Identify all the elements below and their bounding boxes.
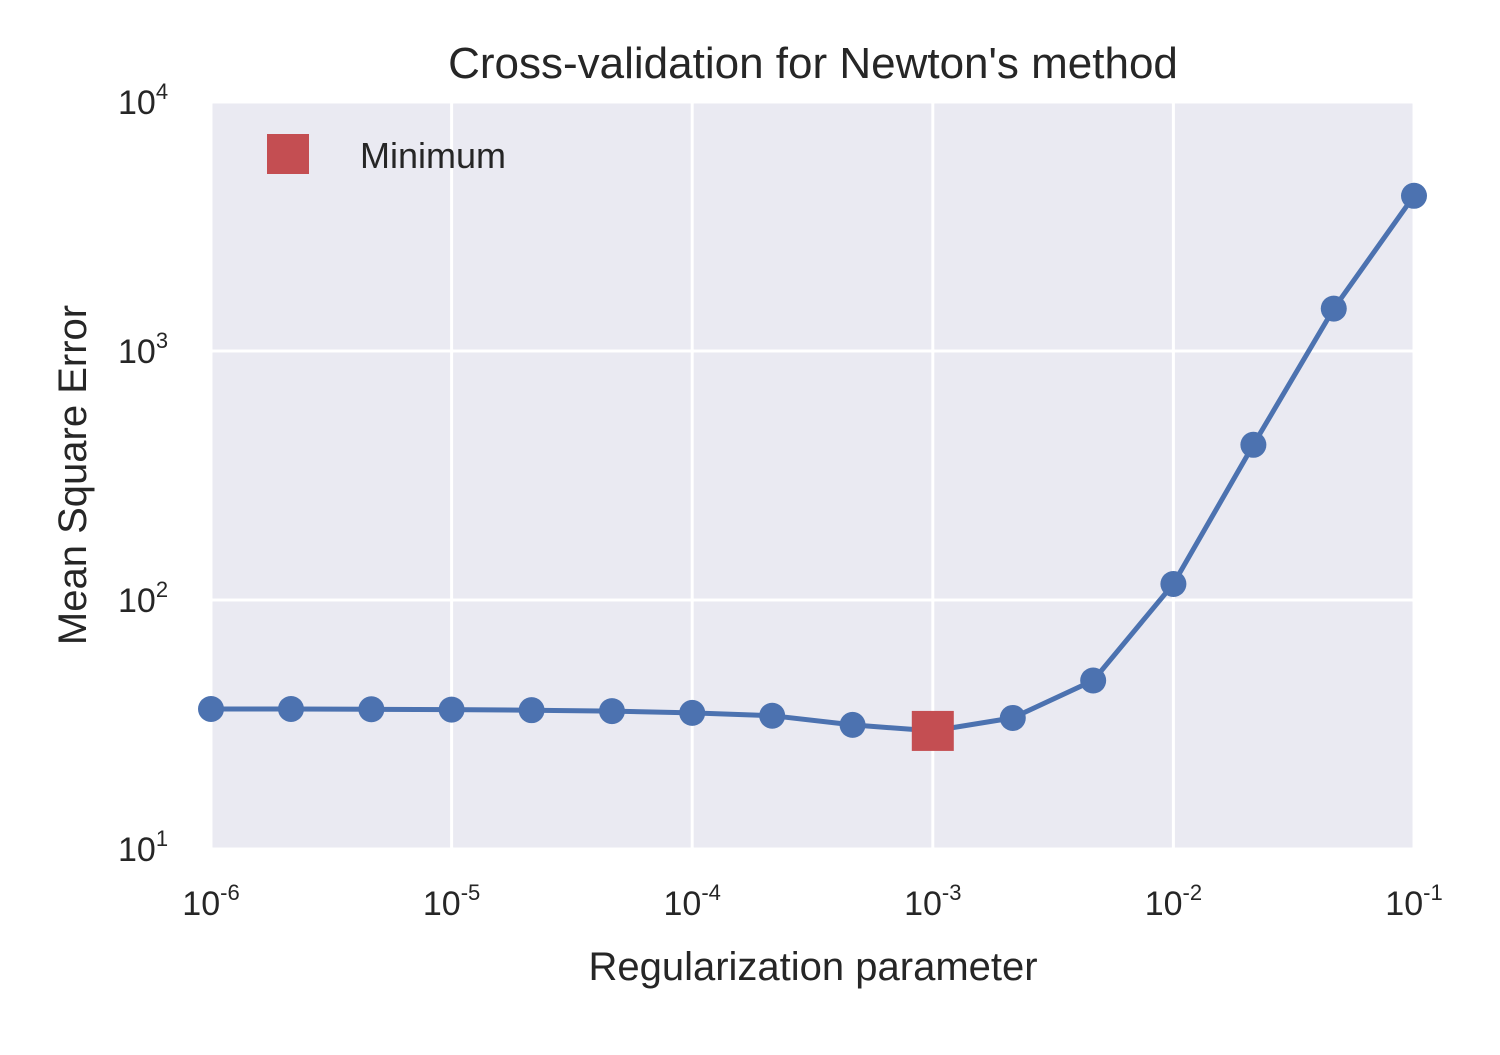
minimum-marker <box>911 710 954 751</box>
y-tick-exponent: 1 <box>156 826 168 851</box>
y-tick-label: 102 <box>118 577 168 620</box>
y-tick-base: 10 <box>118 333 156 371</box>
x-tick-base: 10 <box>1145 885 1183 923</box>
grid-layer <box>209 100 1416 851</box>
x-tick-label: 10-1 <box>1385 880 1442 923</box>
x-tick-base: 10 <box>423 885 461 923</box>
y-tick-base: 10 <box>118 582 156 620</box>
y-axis-label: Mean Square Error <box>51 305 95 645</box>
x-tick-base: 10 <box>904 885 942 923</box>
x-tick-label: 10-4 <box>664 880 721 923</box>
legend-minimum-label: Minimum <box>360 135 506 176</box>
mse-point <box>999 704 1026 731</box>
x-tick-exponent: -5 <box>461 880 481 905</box>
mse-point <box>198 695 224 722</box>
y-tick-label: 104 <box>118 79 168 122</box>
mse-point <box>358 696 385 723</box>
legend: Minimum <box>267 134 506 176</box>
x-tick-base: 10 <box>664 885 702 923</box>
x-tick-exponent: -6 <box>220 880 240 905</box>
mse-point <box>518 697 545 724</box>
y-tick-exponent: 3 <box>156 328 168 353</box>
mse-point <box>839 711 866 738</box>
y-tick-base: 10 <box>118 84 156 122</box>
x-tick-exponent: -4 <box>701 880 721 905</box>
x-tick-exponent: -1 <box>1423 880 1443 905</box>
y-tick-label: 101 <box>118 826 168 869</box>
y-tick-exponent: 4 <box>156 79 168 104</box>
mse-point <box>1401 182 1427 209</box>
chart-title: Cross-validation for Newton's method <box>448 39 1178 88</box>
x-tick-label: 10-3 <box>904 880 961 923</box>
x-tick-labels: 10-6 10-5 10-4 10-3 10-2 10-1 <box>182 880 1442 923</box>
x-tick-label: 10-6 <box>182 880 239 923</box>
series-layer <box>198 182 1427 751</box>
y-tick-base: 10 <box>118 831 156 869</box>
mse-point <box>277 695 304 722</box>
x-axis-label: Regularization parameter <box>588 945 1037 989</box>
plot-background <box>211 102 1414 849</box>
x-tick-exponent: -2 <box>1183 880 1203 905</box>
mse-point <box>1080 667 1107 694</box>
x-tick-base: 10 <box>182 885 220 923</box>
mse-point <box>1320 295 1347 322</box>
mse-point <box>1240 431 1267 458</box>
x-tick-exponent: -3 <box>942 880 962 905</box>
y-tick-exponent: 2 <box>156 577 168 602</box>
mse-point <box>759 702 786 729</box>
legend-minimum-swatch <box>267 134 309 174</box>
mse-point <box>1160 570 1187 597</box>
y-tick-label: 103 <box>118 328 168 371</box>
x-tick-label: 10-2 <box>1145 880 1202 923</box>
mse-point <box>598 698 625 725</box>
x-tick-label: 10-5 <box>423 880 480 923</box>
mse-point <box>438 696 465 723</box>
mse-point <box>679 699 706 726</box>
x-tick-base: 10 <box>1385 885 1423 923</box>
mse-series-line <box>211 194 1417 734</box>
